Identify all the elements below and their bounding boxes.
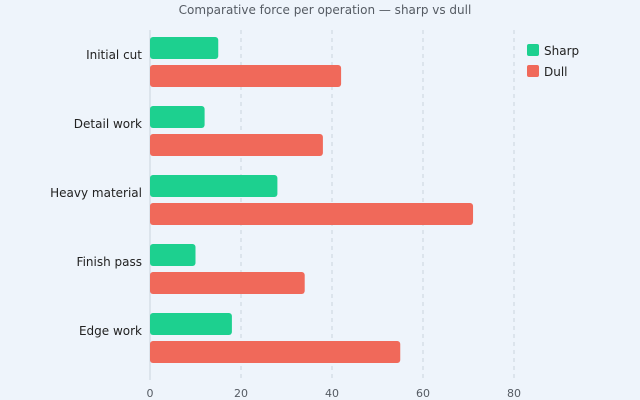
bar-sharp-4 — [150, 313, 232, 335]
legend-label-dull: Dull — [544, 65, 568, 79]
bar-sharp-0 — [150, 37, 219, 59]
x-tick-label-20: 20 — [234, 387, 248, 400]
bar-dull-2 — [150, 203, 474, 225]
bar-sharp-2 — [150, 175, 278, 197]
category-label-3: Finish pass — [77, 255, 142, 269]
bar-dull-1 — [150, 134, 323, 156]
legend-label-sharp: Sharp — [544, 44, 579, 58]
legend-swatch-dull — [527, 65, 539, 77]
x-tick-labels: 0 20 40 60 80 — [147, 387, 522, 400]
legend: Sharp Dull — [527, 44, 579, 79]
bars-layer — [150, 37, 474, 363]
bar-dull-0 — [150, 65, 342, 87]
legend-swatch-sharp — [527, 44, 539, 56]
category-label-4: Edge work — [79, 324, 142, 338]
category-label-2: Heavy material — [50, 186, 142, 200]
bar-dull-3 — [150, 272, 305, 294]
x-tick-label-0: 0 — [147, 387, 154, 400]
category-labels: Initial cut Detail work Heavy material Fini… — [50, 48, 142, 338]
bar-sharp-1 — [150, 106, 205, 128]
category-label-0: Initial cut — [86, 48, 142, 62]
category-label-1: Detail work — [74, 117, 142, 131]
x-tick-label-80: 80 — [507, 387, 521, 400]
bar-sharp-3 — [150, 244, 196, 266]
x-tick-label-40: 40 — [325, 387, 339, 400]
chart-title: Comparative force per operation — sharp … — [179, 3, 472, 17]
x-tick-label-60: 60 — [416, 387, 430, 400]
bar-dull-4 — [150, 341, 401, 363]
